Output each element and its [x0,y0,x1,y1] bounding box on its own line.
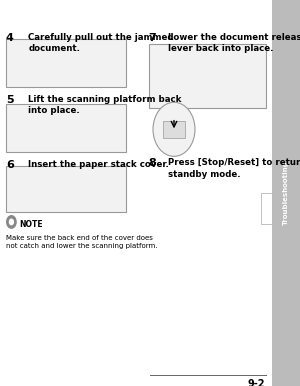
Bar [272,0,300,386]
Bar [148,44,266,108]
Text: 8: 8 [148,158,156,168]
Text: 9-2: 9-2 [248,379,266,386]
Text: 6: 6 [6,160,14,170]
Text: Insert the paper stack cover.: Insert the paper stack cover. [28,160,170,169]
Text: 4: 4 [6,33,14,43]
Text: Carefully pull out the jammed
document.: Carefully pull out the jammed document. [28,33,174,53]
Text: Press [Stop/Reset] to return to
standby mode.: Press [Stop/Reset] to return to standby … [168,158,300,179]
Text: Make sure the back end of the cover does
not catch and lower the scanning platfo: Make sure the back end of the cover does… [6,235,158,249]
Circle shape [9,218,14,225]
Bar [6,39,126,87]
Text: Lower the document release
lever back into place.: Lower the document release lever back in… [168,33,300,53]
Text: 7: 7 [148,33,156,43]
Text: NOTE: NOTE [20,220,43,229]
Bar [6,166,126,212]
Circle shape [6,215,17,229]
Text: Lift the scanning platform back
into place.: Lift the scanning platform back into pla… [28,95,182,115]
Bar [261,193,272,224]
Text: Troubleshooting: Troubleshooting [283,161,289,225]
Circle shape [153,102,195,156]
Bar [163,121,185,138]
Bar [6,104,126,152]
Text: 5: 5 [6,95,14,105]
